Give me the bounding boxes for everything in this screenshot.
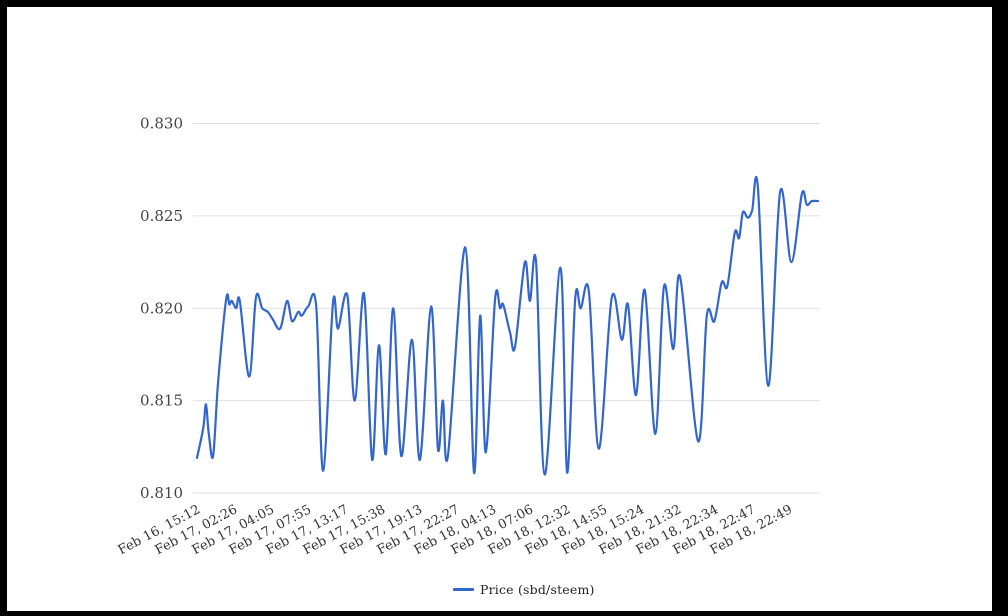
- legend-label: Price (sbd/steem): [480, 582, 595, 597]
- price-line-series: [195, 175, 820, 476]
- chart-legend: Price (sbd/steem): [453, 582, 595, 597]
- y-axis-label: 0.820: [140, 299, 183, 317]
- chart-canvas: 0.810 0.815 0.820 0.825 0.830 Feb 16, 15:12 Fe…: [7, 7, 992, 611]
- y-axis-label: 0.810: [140, 484, 183, 502]
- legend-line-swatch: [453, 588, 474, 591]
- y-axis-label: 0.815: [140, 392, 183, 410]
- y-axis-label: 0.830: [140, 115, 183, 133]
- y-axis-label: 0.825: [140, 207, 183, 225]
